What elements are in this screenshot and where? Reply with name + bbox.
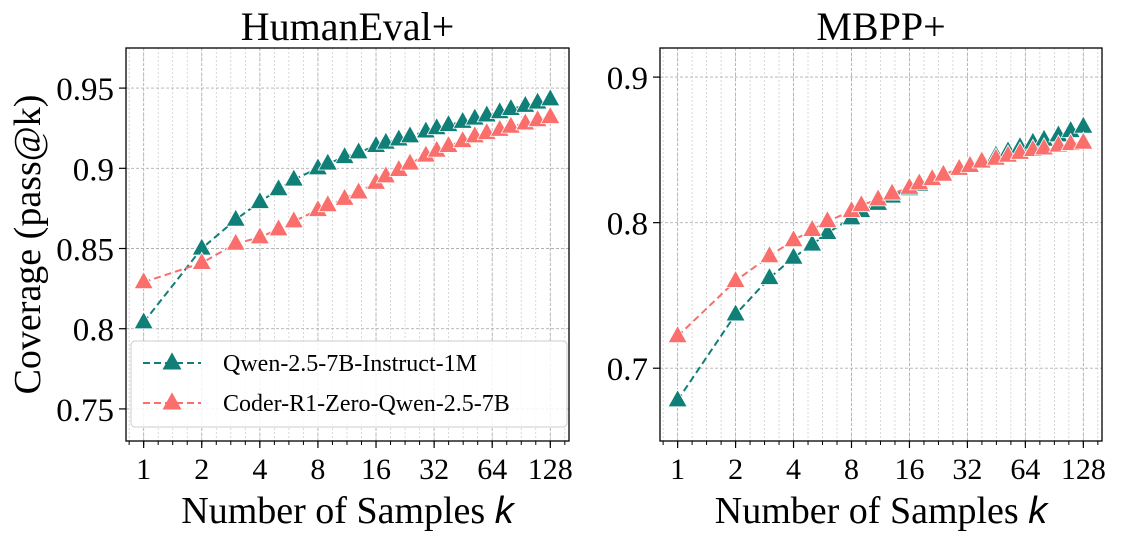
data-point — [225, 232, 246, 251]
data-point — [540, 87, 561, 107]
data-point — [249, 225, 271, 245]
series-line — [676, 125, 1084, 401]
data-point — [438, 113, 459, 132]
data-point — [933, 163, 954, 182]
data-point — [283, 209, 305, 229]
chart-panel: 1 2 4 8 16 32 64 128 0.7 0.8 0.9 MBPP+ Number of Sam… — [607, 4, 1106, 532]
data-point — [268, 177, 289, 197]
data-point — [334, 187, 355, 206]
data-point — [802, 218, 823, 237]
x-tick-label: 4 — [786, 453, 801, 486]
y-tick-label: 0.8 — [73, 313, 114, 349]
data-point — [268, 217, 289, 237]
data-point — [759, 266, 780, 285]
data-point — [817, 221, 838, 240]
legend-marker — [162, 392, 182, 410]
data-point — [1033, 137, 1055, 156]
chart-title: HumanEval+ — [241, 4, 455, 49]
legend-marker — [162, 352, 182, 370]
x-axis-label-var: k — [495, 490, 516, 532]
chart-panel: 1 2 4 8 16 32 64 128 0.75 0.8 0.85 0.9 0.95 HumanEval… — [7, 4, 573, 532]
legend-label: Qwen-2.5-7B-Instruct-1M — [223, 351, 477, 377]
x-tick-label: 64 — [477, 453, 507, 486]
y-tick-label: 0.9 — [73, 152, 114, 188]
data-point — [802, 233, 823, 252]
data-point — [759, 244, 780, 264]
y-tick-label: 0.8 — [607, 207, 648, 243]
data-point — [1073, 131, 1094, 150]
data-point — [399, 152, 421, 171]
plot-frame — [659, 47, 1103, 442]
legend: Qwen-2.5-7B-Instruct-1M Coder-R1-Zero-Qwe… — [130, 340, 568, 428]
data-point — [500, 115, 522, 134]
data-point — [725, 269, 746, 288]
data-point — [438, 134, 459, 153]
data-point — [667, 388, 688, 408]
legend-label: Coder-R1-Zero-Qwen-2.5-7B — [223, 391, 510, 417]
x-tick-label: 4 — [252, 453, 267, 486]
data-point — [283, 168, 305, 187]
y-tick-label: 0.75 — [56, 393, 114, 429]
x-axis-label-text: Number of Samples — [715, 490, 1028, 532]
data-point — [725, 302, 746, 322]
y-tick-label: 0.9 — [607, 61, 648, 97]
data-point — [348, 140, 369, 160]
y-axis-label: Coverage (pass@k) — [7, 95, 49, 395]
data-point — [317, 193, 338, 213]
data-point — [817, 209, 838, 229]
x-tick-label: 32 — [419, 453, 449, 486]
data-point — [249, 190, 271, 209]
data-point — [881, 182, 903, 201]
y-tick-label: 0.7 — [607, 352, 648, 388]
data-point — [867, 187, 889, 207]
x-tick-label: 128 — [528, 453, 573, 486]
x-tick-label: 16 — [894, 453, 924, 486]
y-tick-label: 0.85 — [56, 233, 114, 269]
x-axis-label: Number of Samples k — [715, 490, 1049, 532]
x-tick-label: 128 — [1061, 453, 1106, 486]
x-tick-label: 1 — [136, 453, 151, 486]
data-point — [133, 270, 154, 290]
x-axis-label: Number of Samples k — [181, 490, 515, 532]
data-point — [783, 246, 804, 265]
x-tick-label: 32 — [952, 453, 982, 486]
chart-title: MBPP+ — [816, 4, 945, 49]
data-point — [317, 152, 338, 171]
data-point — [225, 208, 246, 227]
data-point — [1073, 115, 1094, 134]
data-point — [971, 150, 992, 169]
x-tick-label: 8 — [310, 453, 325, 486]
data-point — [191, 251, 212, 270]
x-axis-label-text: Number of Samples — [181, 490, 494, 532]
data-point — [399, 124, 421, 144]
series-coder-r1 — [133, 105, 561, 290]
x-tick-label: 2 — [194, 453, 209, 486]
x-axis-label-var: k — [1028, 490, 1049, 532]
x-tick-label: 8 — [844, 453, 859, 486]
x-tick-label: 1 — [670, 453, 685, 486]
x-tick-label: 16 — [361, 453, 391, 486]
x-tick-label: 2 — [728, 453, 743, 486]
data-point — [348, 180, 369, 200]
x-tick-label: 64 — [1010, 453, 1040, 486]
y-tick-label: 0.95 — [56, 72, 114, 108]
data-point — [783, 228, 804, 248]
plot-frame — [125, 47, 570, 442]
data-point — [133, 310, 154, 330]
data-point — [851, 193, 872, 213]
legend-box — [130, 340, 568, 428]
data-point — [667, 324, 688, 344]
data-point — [334, 145, 355, 164]
series-qwen — [133, 87, 561, 330]
data-point — [540, 105, 561, 124]
series-line — [676, 141, 1084, 337]
series-coder-r1 — [667, 131, 1094, 344]
